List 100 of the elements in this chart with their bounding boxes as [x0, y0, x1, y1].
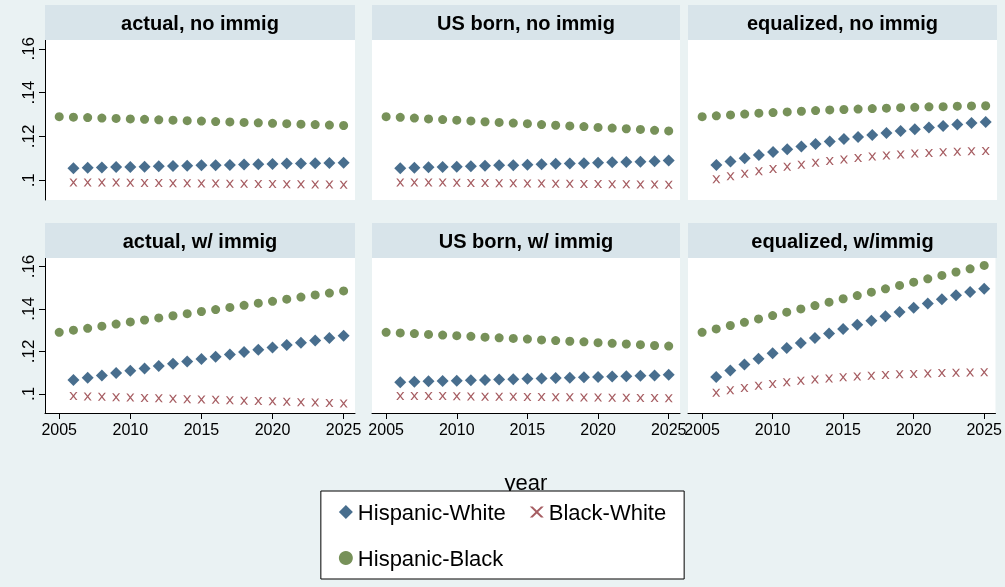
point — [726, 172, 735, 181]
point — [111, 319, 121, 329]
point — [296, 292, 306, 302]
point — [939, 148, 948, 157]
y-tick-label: .1 — [19, 386, 38, 401]
point — [493, 159, 506, 172]
point — [739, 317, 749, 327]
point — [339, 120, 349, 130]
point — [866, 128, 879, 141]
point — [183, 395, 192, 404]
point — [436, 374, 449, 387]
point — [268, 180, 277, 188]
point — [282, 397, 291, 406]
point — [937, 119, 950, 132]
point — [325, 180, 334, 189]
point — [608, 393, 617, 402]
point — [579, 337, 589, 347]
point — [509, 392, 518, 401]
point — [664, 126, 674, 136]
point — [754, 381, 763, 390]
point — [868, 152, 877, 161]
point — [195, 159, 208, 172]
point — [181, 159, 194, 172]
point — [282, 119, 292, 129]
point — [895, 370, 904, 379]
point — [712, 388, 721, 397]
point — [223, 348, 236, 361]
point — [880, 284, 890, 294]
point — [795, 140, 808, 153]
point — [768, 108, 778, 118]
point — [937, 369, 946, 378]
point — [964, 285, 977, 298]
point — [211, 179, 220, 188]
point — [438, 330, 448, 340]
point — [296, 398, 305, 407]
point — [154, 179, 163, 188]
chart-title: US born, w/ immig — [438, 229, 614, 252]
point — [424, 178, 433, 187]
point — [225, 302, 235, 312]
point — [409, 113, 419, 123]
point — [266, 158, 279, 171]
point — [896, 103, 906, 113]
x-tick-label: 2020 — [895, 420, 932, 438]
point — [866, 287, 876, 297]
point — [225, 117, 235, 127]
point — [606, 370, 619, 383]
point — [140, 114, 150, 124]
point — [479, 159, 492, 172]
point — [965, 117, 978, 130]
point — [796, 376, 805, 385]
point — [882, 151, 891, 160]
point — [438, 115, 448, 125]
point — [197, 179, 206, 188]
point — [325, 399, 334, 408]
point — [253, 118, 263, 128]
point — [754, 108, 764, 118]
chart-title: US born, no immig — [437, 11, 615, 34]
x-tick-label: 2020 — [254, 420, 291, 438]
point — [924, 102, 934, 112]
point — [978, 282, 991, 295]
point — [949, 289, 962, 302]
point — [535, 158, 548, 171]
point — [648, 369, 661, 382]
point — [466, 392, 475, 401]
point — [924, 148, 933, 157]
point — [239, 300, 249, 310]
point — [196, 116, 206, 126]
point — [396, 392, 405, 401]
point — [565, 121, 575, 131]
point — [966, 368, 975, 377]
point — [296, 180, 305, 189]
point — [494, 117, 504, 127]
point — [166, 357, 179, 370]
point — [196, 307, 206, 316]
x-tick-label: 2005 — [368, 420, 405, 438]
point — [853, 372, 862, 381]
point — [577, 371, 590, 384]
point — [710, 158, 723, 171]
point — [381, 112, 391, 122]
point — [851, 318, 864, 331]
point — [97, 392, 106, 401]
point — [394, 376, 407, 389]
point — [125, 114, 135, 124]
point — [853, 104, 863, 114]
point — [211, 117, 221, 127]
point — [522, 334, 532, 344]
point — [551, 120, 561, 130]
point — [794, 336, 807, 349]
point — [938, 102, 948, 112]
point — [81, 161, 94, 174]
point — [310, 120, 320, 130]
point — [254, 397, 263, 406]
point — [240, 179, 249, 188]
point — [650, 125, 660, 135]
x-tick-label: 2025 — [650, 420, 687, 438]
point — [811, 158, 820, 167]
point — [634, 155, 647, 168]
point — [507, 373, 520, 386]
point — [824, 297, 834, 307]
point — [466, 116, 476, 126]
